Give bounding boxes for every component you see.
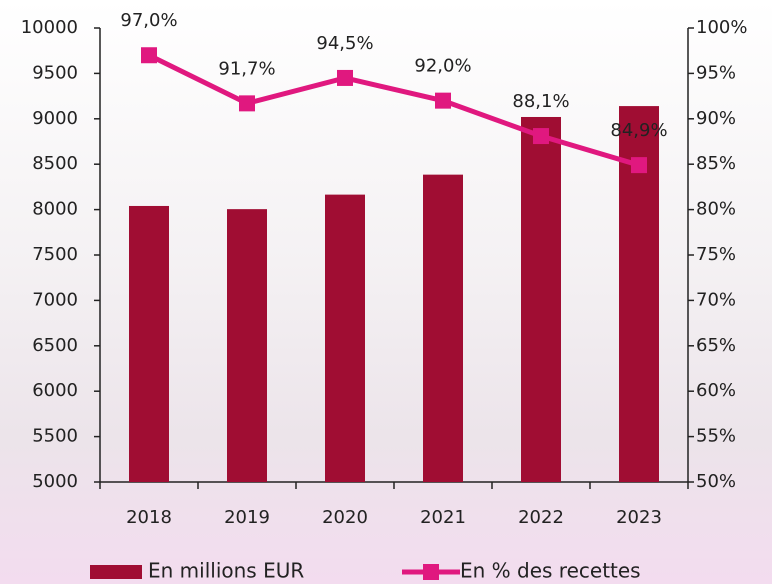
x-tick-label: 2022 [518,507,564,528]
y2-tick-label: 95% [696,62,736,83]
y-tick-label: 9500 [32,62,78,83]
data-label: 94,5% [316,33,373,54]
data-label: 92,0% [414,56,471,77]
x-tick-label: 2018 [126,507,172,528]
y2-tick-label: 60% [696,380,736,401]
y-tick-label: 8000 [32,199,78,220]
bar [129,205,169,482]
y2-tick-label: 100% [696,17,747,38]
y-tick-label: 6500 [32,335,78,356]
data-label: 84,9% [610,120,667,141]
marker [533,128,549,145]
marker [337,69,353,86]
y2-tick-label: 90% [696,108,736,129]
marker [631,157,647,174]
y-tick-label: 5500 [32,426,78,447]
marker [141,47,157,64]
marker [435,92,451,109]
x-tick-label: 2021 [420,507,466,528]
bar [227,209,267,482]
data-label: 91,7% [218,58,275,79]
x-tick-label: 2023 [616,507,662,528]
y-tick-label: 9000 [32,108,78,129]
line [147,52,640,168]
bar [521,116,561,482]
legend-label: En % des recettes [460,559,641,583]
y2-tick-label: 75% [696,244,736,265]
legend-swatch [90,565,142,579]
y-tick-label: 7000 [32,289,78,310]
y2-tick-label: 50% [696,471,736,492]
y2-tick-label: 65% [696,335,736,356]
x-tick-label: 2019 [224,507,270,528]
y2-tick-label: 55% [696,426,736,447]
legend-label: En millions EUR [148,559,304,583]
y-tick-label: 8500 [32,153,78,174]
y-tick-label: 5000 [32,471,78,492]
x-tick-label: 2020 [322,507,368,528]
y2-tick-label: 70% [696,289,736,310]
y2-tick-label: 85% [696,153,736,174]
data-label: 88,1% [512,91,569,112]
y2-tick-label: 80% [696,199,736,220]
data-label: 97,0% [120,10,177,31]
bar [325,194,365,483]
y-tick-label: 7500 [32,244,78,265]
y-tick-label: 6000 [32,380,78,401]
marker [239,95,255,112]
y-tick-label: 10000 [21,17,78,38]
bar [423,174,463,482]
legend-swatch [423,564,439,580]
